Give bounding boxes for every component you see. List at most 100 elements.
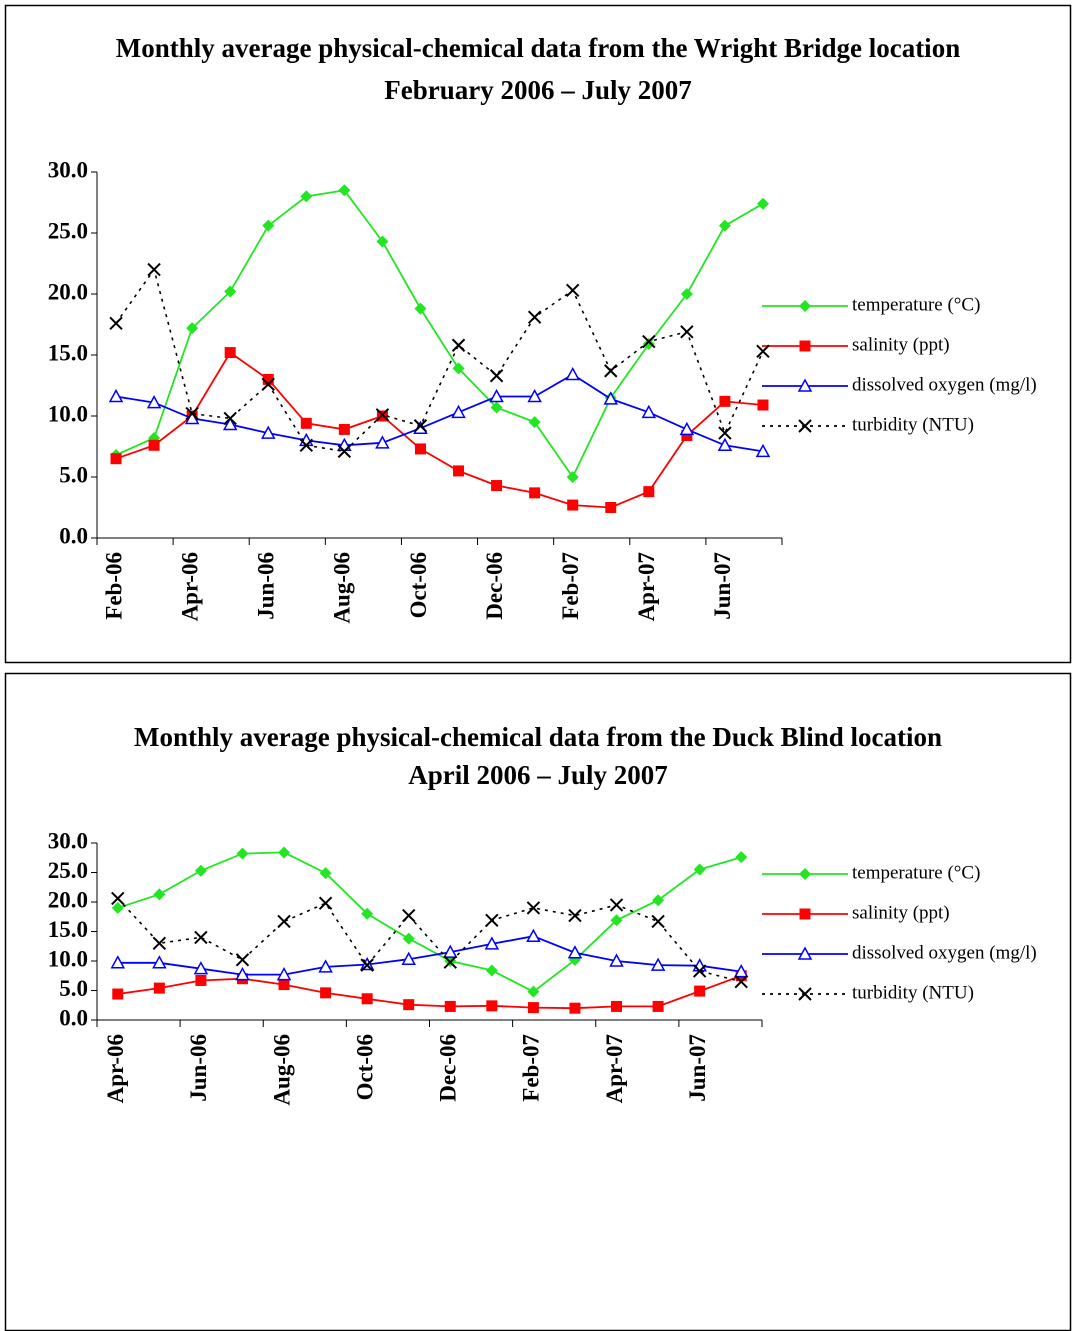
marker [485, 964, 498, 977]
chart-title: Monthly average physical-chemical data f… [116, 33, 960, 63]
marker [111, 901, 124, 914]
marker [153, 982, 165, 994]
marker [484, 936, 500, 950]
marker [642, 334, 656, 349]
marker [224, 347, 236, 359]
marker [402, 908, 416, 923]
marker [681, 430, 693, 442]
x-tick-label: Feb-07 [558, 552, 583, 620]
marker [195, 974, 207, 986]
y-tick-label: 5.0 [59, 462, 88, 487]
marker [489, 369, 504, 383]
marker [235, 967, 250, 981]
x-tick-label: Feb-07 [519, 1034, 544, 1102]
x-tick-label: Aug-06 [269, 1034, 294, 1106]
marker [609, 953, 624, 967]
x-tick-label: Apr-07 [602, 1034, 627, 1103]
legend-marker [799, 908, 811, 920]
marker [319, 867, 332, 880]
marker [692, 964, 707, 978]
marker [320, 987, 332, 999]
marker [403, 999, 415, 1011]
marker [261, 377, 275, 391]
marker [527, 310, 542, 324]
chart-subtitle: February 2006 – July 2007 [384, 75, 692, 105]
series-line [117, 935, 742, 976]
x-tick-label: Jun-06 [254, 552, 279, 620]
marker [610, 914, 623, 927]
marker [112, 988, 124, 1000]
marker [110, 955, 126, 969]
marker [262, 373, 274, 385]
series-line [115, 351, 764, 509]
marker [526, 928, 541, 942]
marker [527, 985, 540, 998]
marker [300, 417, 312, 429]
marker [299, 438, 314, 452]
marker [109, 316, 123, 330]
marker [375, 435, 390, 449]
legend-marker [799, 300, 811, 312]
y-tick-label: 0.0 [59, 523, 88, 548]
marker [278, 846, 291, 859]
chart-title: Monthly average physical-chemical data f… [134, 722, 942, 752]
marker [490, 401, 503, 414]
marker [650, 957, 666, 971]
marker [338, 184, 351, 197]
marker [277, 914, 291, 929]
legend-marker [797, 946, 813, 960]
marker [734, 974, 748, 989]
marker [276, 967, 292, 981]
series-line [115, 267, 764, 453]
legend-label: dissolved oxygen (mg/l) [852, 942, 1037, 963]
marker [360, 958, 374, 972]
marker [110, 453, 122, 465]
y-tick-label: 25.0 [48, 218, 88, 243]
marker [719, 395, 731, 407]
x-tick-label: Dec-06 [482, 552, 507, 620]
marker [361, 907, 374, 920]
marker [567, 945, 583, 959]
marker [489, 388, 504, 403]
x-tick-label: Jun-07 [710, 552, 735, 620]
marker [300, 190, 313, 203]
marker [693, 863, 706, 876]
marker [566, 471, 579, 483]
marker [604, 364, 618, 378]
marker [527, 388, 542, 403]
marker [236, 847, 249, 860]
marker [451, 338, 466, 352]
legend-marker [799, 340, 811, 352]
series-line [115, 189, 764, 479]
y-tick-label: 30.0 [48, 828, 88, 853]
marker [652, 1000, 664, 1012]
legend-marker [798, 987, 812, 1001]
marker [755, 443, 771, 458]
marker [260, 425, 276, 439]
legend-marker [799, 868, 811, 880]
marker [444, 1000, 456, 1012]
marker [757, 399, 769, 411]
marker [491, 480, 503, 492]
x-tick-label: Oct-06 [352, 1034, 377, 1100]
marker [756, 197, 769, 210]
marker [486, 1000, 498, 1012]
y-tick-label: 25.0 [48, 858, 88, 883]
marker [401, 951, 416, 965]
marker [565, 366, 580, 381]
chart-frame [4, 672, 1072, 1331]
marker [603, 391, 619, 405]
marker [680, 288, 693, 300]
marker [527, 1002, 539, 1014]
marker [194, 864, 207, 877]
marker [718, 426, 732, 440]
marker [194, 930, 208, 945]
marker [318, 959, 333, 973]
marker [111, 891, 125, 906]
marker [108, 388, 124, 403]
marker [414, 443, 426, 455]
y-tick-label: 15.0 [48, 340, 88, 365]
marker [735, 851, 748, 864]
y-tick-label: 0.0 [59, 1005, 88, 1030]
series-line [117, 851, 742, 993]
